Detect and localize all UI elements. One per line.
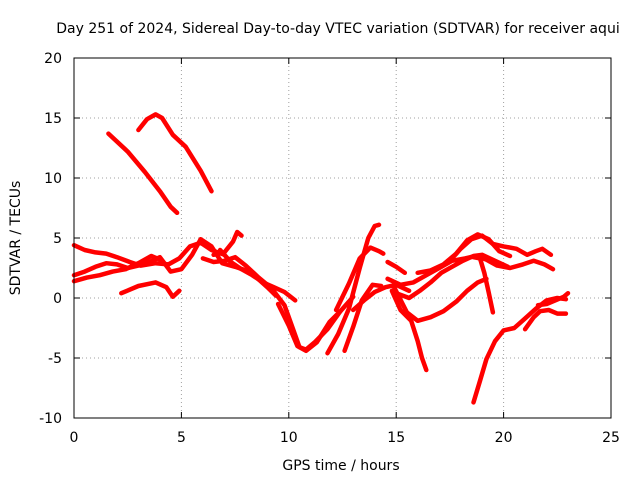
y-tick-label: 0 — [53, 291, 62, 307]
series-line-19 — [385, 253, 556, 288]
tick-labels: 0 5 10 15 20 25 -10 -5 0 5 10 15 20 — [39, 51, 620, 446]
x-tick-label: 0 — [70, 430, 79, 446]
chart-title: Day 251 of 2024, Sidereal Day-to-day VTE… — [56, 21, 619, 37]
series-line-18 — [393, 252, 511, 301]
y-tick-label: 10 — [44, 171, 62, 187]
y-tick-label: 20 — [44, 51, 62, 67]
x-tick-label: 5 — [177, 430, 186, 446]
series-line-11 — [325, 222, 382, 356]
series-line-12 — [333, 245, 386, 313]
series-line-21 — [447, 233, 554, 264]
series-line-23 — [471, 254, 496, 315]
series-line-16 — [389, 288, 429, 373]
y-tick-label: 15 — [44, 111, 62, 127]
x-axis-label: GPS time / hours — [282, 458, 399, 474]
x-tick-label: 25 — [602, 430, 620, 446]
series-line-15 — [385, 259, 408, 276]
series-line-10 — [275, 301, 343, 354]
series-line-2 — [136, 112, 214, 194]
y-tick-label: -5 — [48, 351, 62, 367]
x-tick-label: 20 — [495, 430, 513, 446]
y-tick-label: -10 — [39, 411, 62, 427]
series-line-17 — [391, 276, 489, 324]
axis-ticks — [73, 57, 612, 419]
series-line-9 — [217, 247, 298, 303]
y-axis-label: SDTVAR / TECUs — [8, 181, 24, 296]
grid-lines — [74, 58, 611, 418]
series-layer — [71, 112, 571, 405]
series-line-24 — [522, 307, 569, 332]
series-line-5 — [71, 253, 163, 284]
series-line-1 — [106, 131, 180, 216]
series-line-6 — [119, 280, 182, 300]
series-line-13 — [342, 282, 384, 354]
y-tick-label: 5 — [53, 231, 62, 247]
x-tick-label: 15 — [387, 430, 405, 446]
series-line-22 — [471, 295, 569, 405]
x-tick-label: 10 — [280, 430, 298, 446]
series-line-25 — [535, 290, 571, 308]
